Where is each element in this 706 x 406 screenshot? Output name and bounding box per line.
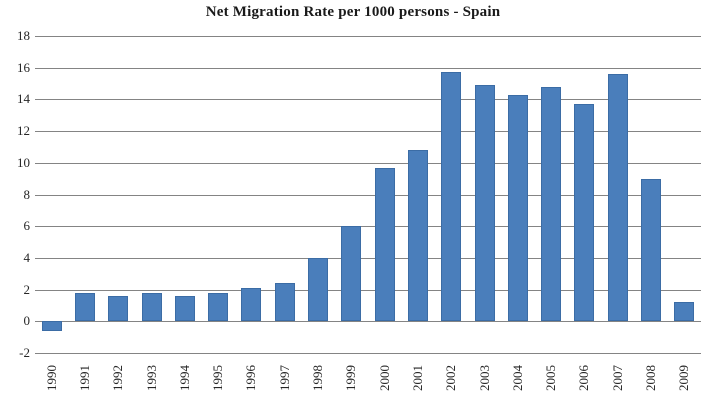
bar-1990	[41, 321, 62, 331]
gridline	[35, 36, 701, 37]
gridline	[35, 257, 701, 259]
y-tick-label: 4	[23, 249, 31, 265]
bar-2000	[374, 167, 395, 322]
bar-1994	[174, 295, 195, 322]
chart-title: Net Migration Rate per 1000 persons - Sp…	[205, 4, 501, 20]
y-tick-label: 14	[17, 91, 30, 107]
gridline	[35, 194, 701, 196]
bar-1993	[141, 292, 162, 322]
y-tick-label: 10	[17, 154, 30, 170]
bar-1992	[108, 295, 129, 322]
y-tick-label: 0	[23, 313, 31, 329]
x-tick-label: 2004	[509, 365, 525, 391]
x-tick-label: 1993	[143, 365, 159, 391]
bar-2005	[541, 86, 562, 322]
bar-2003	[474, 85, 495, 322]
x-tick-label: 1999	[343, 365, 359, 391]
y-axis: 18 16 14 12 10 8 6 4 2 0 -2	[0, 28, 31, 360]
bar-2007	[607, 74, 628, 322]
x-tick-label: 1997	[276, 365, 292, 391]
gridline	[35, 67, 701, 69]
bar-1995	[208, 292, 229, 322]
x-tick-label: 2009	[676, 365, 692, 391]
bar-2006	[574, 104, 595, 322]
y-tick-label: 2	[23, 281, 31, 297]
bar-1998	[308, 257, 329, 322]
gridline	[35, 162, 701, 164]
x-tick-label: 2007	[609, 365, 625, 391]
y-tick-label: 6	[23, 218, 31, 234]
x-tick-label: 2003	[476, 365, 492, 391]
bar-1991	[74, 292, 95, 322]
y-tick-label: -2	[19, 345, 30, 360]
bar-1996	[241, 288, 262, 322]
bar-2004	[507, 94, 528, 322]
y-tick-label: 18	[17, 28, 30, 43]
x-tick-label: 2006	[576, 365, 592, 391]
y-tick-label: 12	[17, 123, 30, 139]
x-tick-label: 1995	[210, 365, 226, 391]
y-tick-label: 16	[17, 59, 30, 75]
gridline	[35, 321, 701, 323]
gridline	[35, 99, 701, 101]
gridline	[35, 131, 701, 133]
x-tick-label: 1991	[76, 365, 92, 391]
x-tick-label: 1994	[176, 365, 192, 391]
bar-2002	[441, 72, 462, 322]
x-tick-label: 2008	[643, 365, 659, 391]
x-tick-label: 2005	[543, 365, 559, 391]
x-axis: 1990 1991 1992 1993 1994 1995 1996 1997 1998 1999…	[35, 353, 701, 406]
x-tick-label: 1992	[110, 365, 126, 391]
bar-2001	[407, 150, 428, 322]
gridline	[35, 353, 701, 354]
bar-2008	[641, 178, 662, 322]
plot-area	[35, 36, 701, 354]
gridline	[35, 289, 701, 291]
x-tick-label: 2000	[376, 365, 392, 391]
bar-1997	[274, 283, 295, 322]
bar-1999	[341, 226, 362, 322]
x-tick-label: 2002	[443, 365, 459, 391]
x-tick-label: 1996	[243, 365, 259, 391]
x-tick-label: 1990	[43, 365, 59, 391]
gridline	[35, 226, 701, 228]
y-tick-label: 8	[23, 186, 31, 202]
bar-2009	[674, 302, 695, 322]
x-tick-label: 2001	[409, 365, 425, 391]
x-tick-label: 1998	[310, 365, 326, 391]
